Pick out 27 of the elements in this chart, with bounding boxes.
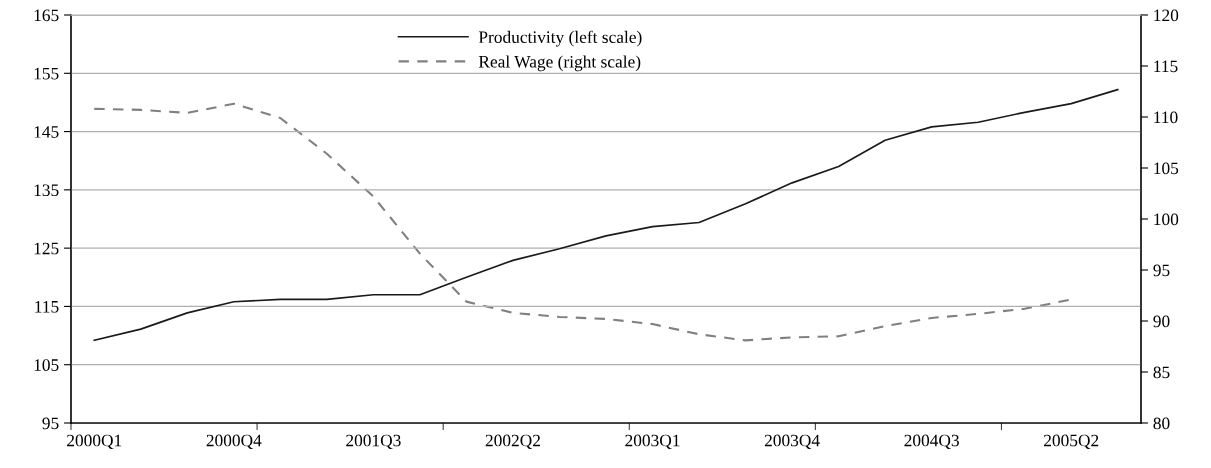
x-tick-label: 2000Q4 <box>206 434 262 449</box>
x-tick-label: 2003Q1 <box>625 434 680 449</box>
y2-tick-label: 90 <box>1153 315 1170 328</box>
legend-label: Real Wage (right scale) <box>478 55 641 72</box>
y2-tick-label: 85 <box>1153 366 1170 379</box>
x-tick-label: 2000Q1 <box>67 434 122 449</box>
y2-tick-label: 105 <box>1154 162 1179 175</box>
x-tick-label: 2003Q4 <box>764 434 820 449</box>
y2-tick-label: 95 <box>1153 264 1170 277</box>
y2-tick-label: 110 <box>1154 111 1178 124</box>
x-tick-label: 2001Q3 <box>346 434 401 449</box>
x-tick-label: 2005Q2 <box>1044 434 1099 449</box>
y-tick-label: 155 <box>34 67 59 80</box>
y2-tick-label: 115 <box>1154 60 1178 73</box>
x-tick-label: 2004Q3 <box>904 434 959 449</box>
y2-tick-label: 80 <box>1153 417 1170 430</box>
y2-tick-label: 100 <box>1154 213 1179 226</box>
y-tick-label: 115 <box>35 300 59 313</box>
y-tick-label: 105 <box>34 359 59 371</box>
y2-tick-label: 120 <box>1154 9 1179 22</box>
legend-label: Productivity (left scale) <box>478 30 642 47</box>
y-tick-label: 135 <box>34 184 59 197</box>
y-tick-label: 165 <box>34 9 59 22</box>
y-tick-label: 95 <box>42 417 59 430</box>
y-tick-label: 125 <box>34 242 59 255</box>
y-tick-label: 145 <box>34 126 59 138</box>
x-tick-label: 2002Q2 <box>485 434 540 449</box>
